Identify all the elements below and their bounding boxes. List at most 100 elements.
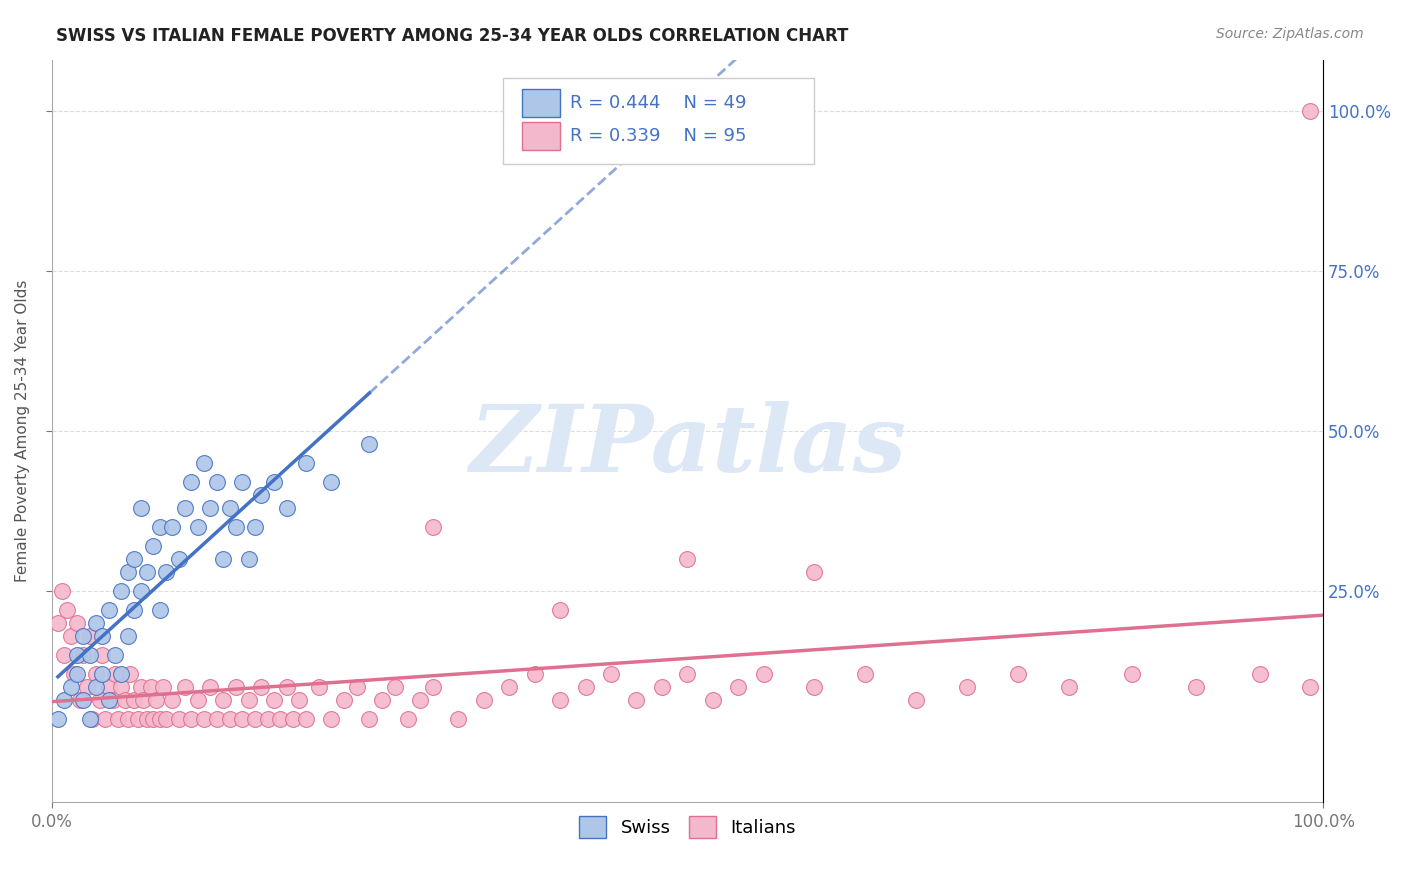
Point: [94, 712, 117, 726]
Point: [91, 667, 114, 681]
Point: [122, 552, 145, 566]
Point: [702, 693, 724, 707]
Point: [263, 693, 285, 707]
Point: [51, 584, 73, 599]
Point: [250, 488, 273, 502]
Point: [200, 680, 222, 694]
Point: [231, 475, 253, 490]
Point: [59, 629, 82, 643]
Point: [359, 712, 381, 726]
Point: [79, 648, 101, 662]
Point: [114, 693, 136, 707]
Point: [276, 680, 298, 694]
Point: [218, 712, 240, 726]
Point: [288, 693, 311, 707]
Text: ZIPatlas: ZIPatlas: [468, 401, 905, 491]
Point: [72, 693, 94, 707]
Point: [193, 456, 215, 470]
Point: [548, 603, 571, 617]
Point: [174, 500, 197, 515]
Text: R = 0.444    N = 49: R = 0.444 N = 49: [571, 94, 747, 112]
Point: [1299, 103, 1322, 118]
Point: [127, 712, 149, 726]
Point: [104, 648, 127, 662]
Point: [238, 693, 260, 707]
Point: [1007, 667, 1029, 681]
Point: [91, 629, 114, 643]
Point: [129, 584, 152, 599]
Point: [46, 615, 69, 630]
Point: [84, 667, 107, 681]
FancyBboxPatch shape: [522, 88, 560, 117]
Point: [97, 693, 120, 707]
Point: [384, 680, 406, 694]
Point: [333, 693, 356, 707]
Point: [281, 712, 304, 726]
Point: [1249, 667, 1271, 681]
Point: [149, 520, 172, 534]
Y-axis label: Female Poverty Among 25-34 Year Olds: Female Poverty Among 25-34 Year Olds: [15, 280, 30, 582]
Point: [152, 680, 174, 694]
Point: [321, 712, 343, 726]
Point: [193, 712, 215, 726]
Point: [129, 500, 152, 515]
FancyBboxPatch shape: [503, 78, 814, 163]
FancyBboxPatch shape: [522, 122, 560, 150]
Point: [187, 693, 209, 707]
Point: [225, 680, 247, 694]
Point: [120, 667, 142, 681]
Point: [523, 667, 546, 681]
Point: [396, 712, 419, 726]
Point: [803, 565, 825, 579]
Point: [79, 712, 101, 726]
Point: [187, 520, 209, 534]
Point: [676, 667, 699, 681]
Point: [256, 712, 278, 726]
Point: [104, 667, 127, 681]
Point: [321, 475, 343, 490]
Point: [59, 680, 82, 694]
Point: [409, 693, 432, 707]
Point: [905, 693, 928, 707]
Point: [76, 680, 98, 694]
Point: [205, 475, 228, 490]
Point: [89, 693, 111, 707]
Point: [97, 603, 120, 617]
Point: [956, 680, 979, 694]
Point: [263, 475, 285, 490]
Point: [600, 667, 623, 681]
Point: [371, 693, 394, 707]
Point: [200, 500, 222, 515]
Point: [422, 680, 444, 694]
Point: [72, 629, 94, 643]
Legend: Swiss, Italians: Swiss, Italians: [572, 809, 803, 846]
Point: [752, 667, 775, 681]
Point: [238, 552, 260, 566]
Point: [205, 712, 228, 726]
Point: [72, 648, 94, 662]
Point: [218, 500, 240, 515]
Point: [472, 693, 495, 707]
Point: [132, 693, 155, 707]
Point: [276, 500, 298, 515]
Point: [110, 667, 132, 681]
Point: [295, 456, 318, 470]
Point: [145, 693, 167, 707]
Point: [295, 712, 318, 726]
Point: [422, 520, 444, 534]
Point: [167, 552, 190, 566]
Point: [174, 680, 197, 694]
Point: [139, 680, 162, 694]
Point: [626, 693, 648, 707]
Point: [548, 693, 571, 707]
Point: [135, 712, 157, 726]
Point: [250, 680, 273, 694]
Point: [803, 680, 825, 694]
Point: [212, 693, 235, 707]
Point: [162, 693, 184, 707]
Point: [97, 680, 120, 694]
Point: [1121, 667, 1143, 681]
Point: [84, 615, 107, 630]
Point: [308, 680, 330, 694]
Point: [110, 680, 132, 694]
